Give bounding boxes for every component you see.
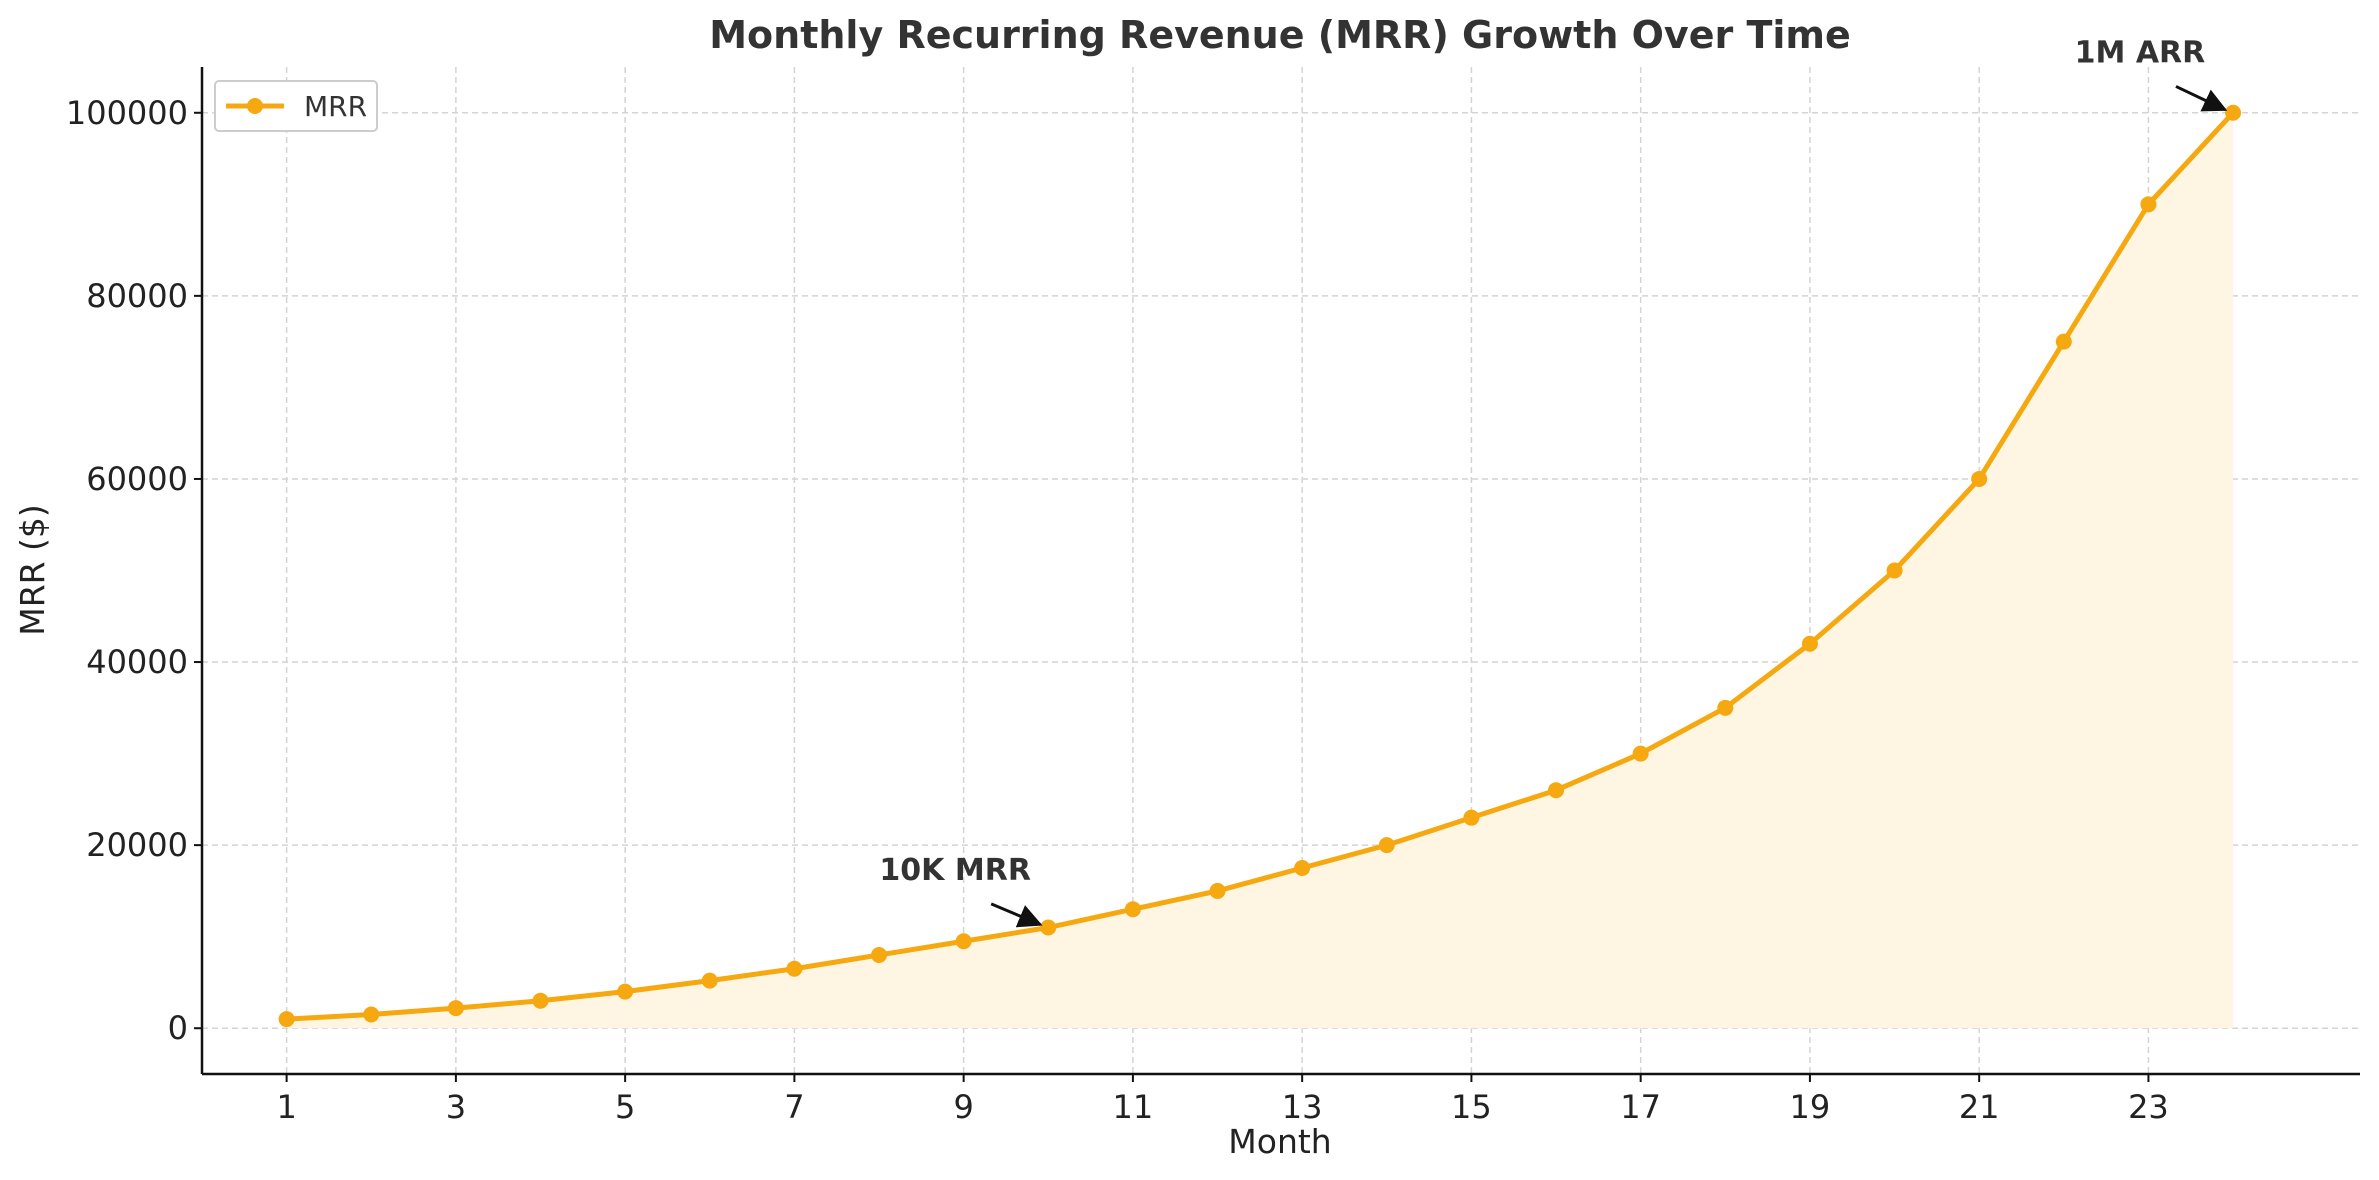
x-tick-label: 17	[1620, 1088, 1661, 1126]
mrr-data-point	[1801, 635, 1818, 652]
x-tick-label: 15	[1451, 1088, 1492, 1126]
x-tick-label: 5	[615, 1088, 635, 1126]
mrr-series-line	[284, 110, 2236, 1022]
x-tick-label: 1	[276, 1088, 296, 1126]
y-tick-label: 40000	[86, 643, 188, 681]
mrr-data-point	[1717, 699, 1734, 716]
x-axis-label: Month	[1228, 1122, 1331, 1161]
mrr-data-point	[1971, 470, 1988, 487]
x-tick-label: 21	[1959, 1088, 2000, 1126]
x-tick-label: 23	[2128, 1088, 2169, 1126]
mrr-data-point	[2055, 333, 2072, 350]
y-tick-label: 60000	[86, 460, 188, 498]
mrr-data-point	[1632, 745, 1649, 762]
x-tick-label: 13	[1282, 1088, 1323, 1126]
mrr-data-point	[2140, 196, 2157, 213]
x-tick-label: 7	[784, 1088, 804, 1126]
legend-box	[214, 80, 378, 132]
area-layer	[286, 112, 2234, 1029]
mrr-data-point	[1124, 901, 1141, 918]
mrr-data-point	[1886, 562, 1903, 579]
mrr-area-fill	[286, 112, 2234, 1029]
annotation-layer: 10K MRR 1M ARR	[879, 35, 2228, 928]
mrr-data-point	[1378, 837, 1395, 854]
x-tick-label: 19	[1790, 1088, 1831, 1126]
mrr-data-point	[871, 946, 888, 963]
ticks-layer: 1 3 5 7 9 11 13 15 17 19 21 23020000400006000080000…	[66, 94, 2169, 1126]
annotation-1m-arr-arrow	[2175, 85, 2228, 112]
mrr-data-point	[1463, 809, 1480, 826]
legend-label: MRR	[304, 90, 367, 123]
mrr-data-point	[532, 992, 549, 1009]
mrr-data-point	[2225, 104, 2242, 121]
legend: MRR	[214, 80, 378, 132]
x-tick-label: 11	[1113, 1088, 1154, 1126]
x-tick-label: 9	[953, 1088, 973, 1126]
mrr-data-point	[701, 972, 718, 989]
y-tick-label: 0	[168, 1009, 188, 1047]
mrr-data-point	[1209, 882, 1226, 899]
mrr-data-point	[447, 1000, 464, 1017]
annotation-10k-mrr-arrow	[990, 902, 1043, 928]
series-layer	[278, 104, 2242, 1028]
legend-marker-swatch	[247, 98, 263, 114]
y-tick-label: 20000	[86, 826, 188, 864]
annotation-1m-arr-label: 1M ARR	[2075, 35, 2206, 70]
y-tick-label: 80000	[86, 277, 188, 315]
annotation-10k-mrr-label: 10K MRR	[879, 853, 1031, 888]
mrr-data-point	[617, 983, 634, 1000]
mrr-data-point	[1548, 782, 1565, 799]
mrr-data-point	[1294, 860, 1311, 877]
y-tick-label: 100000	[66, 94, 188, 132]
y-axis-label: MRR ($)	[13, 504, 52, 636]
axes-layer	[200, 67, 2360, 1076]
mrr-data-point	[363, 1006, 380, 1023]
mrr-data-point	[278, 1011, 295, 1028]
chart-title: Monthly Recurring Revenue (MRR) Growth O…	[709, 13, 1851, 57]
mrr-data-point	[955, 933, 972, 950]
mrr-data-point	[1040, 919, 1057, 936]
x-tick-label: 3	[446, 1088, 466, 1126]
mrr-data-point	[786, 960, 803, 977]
